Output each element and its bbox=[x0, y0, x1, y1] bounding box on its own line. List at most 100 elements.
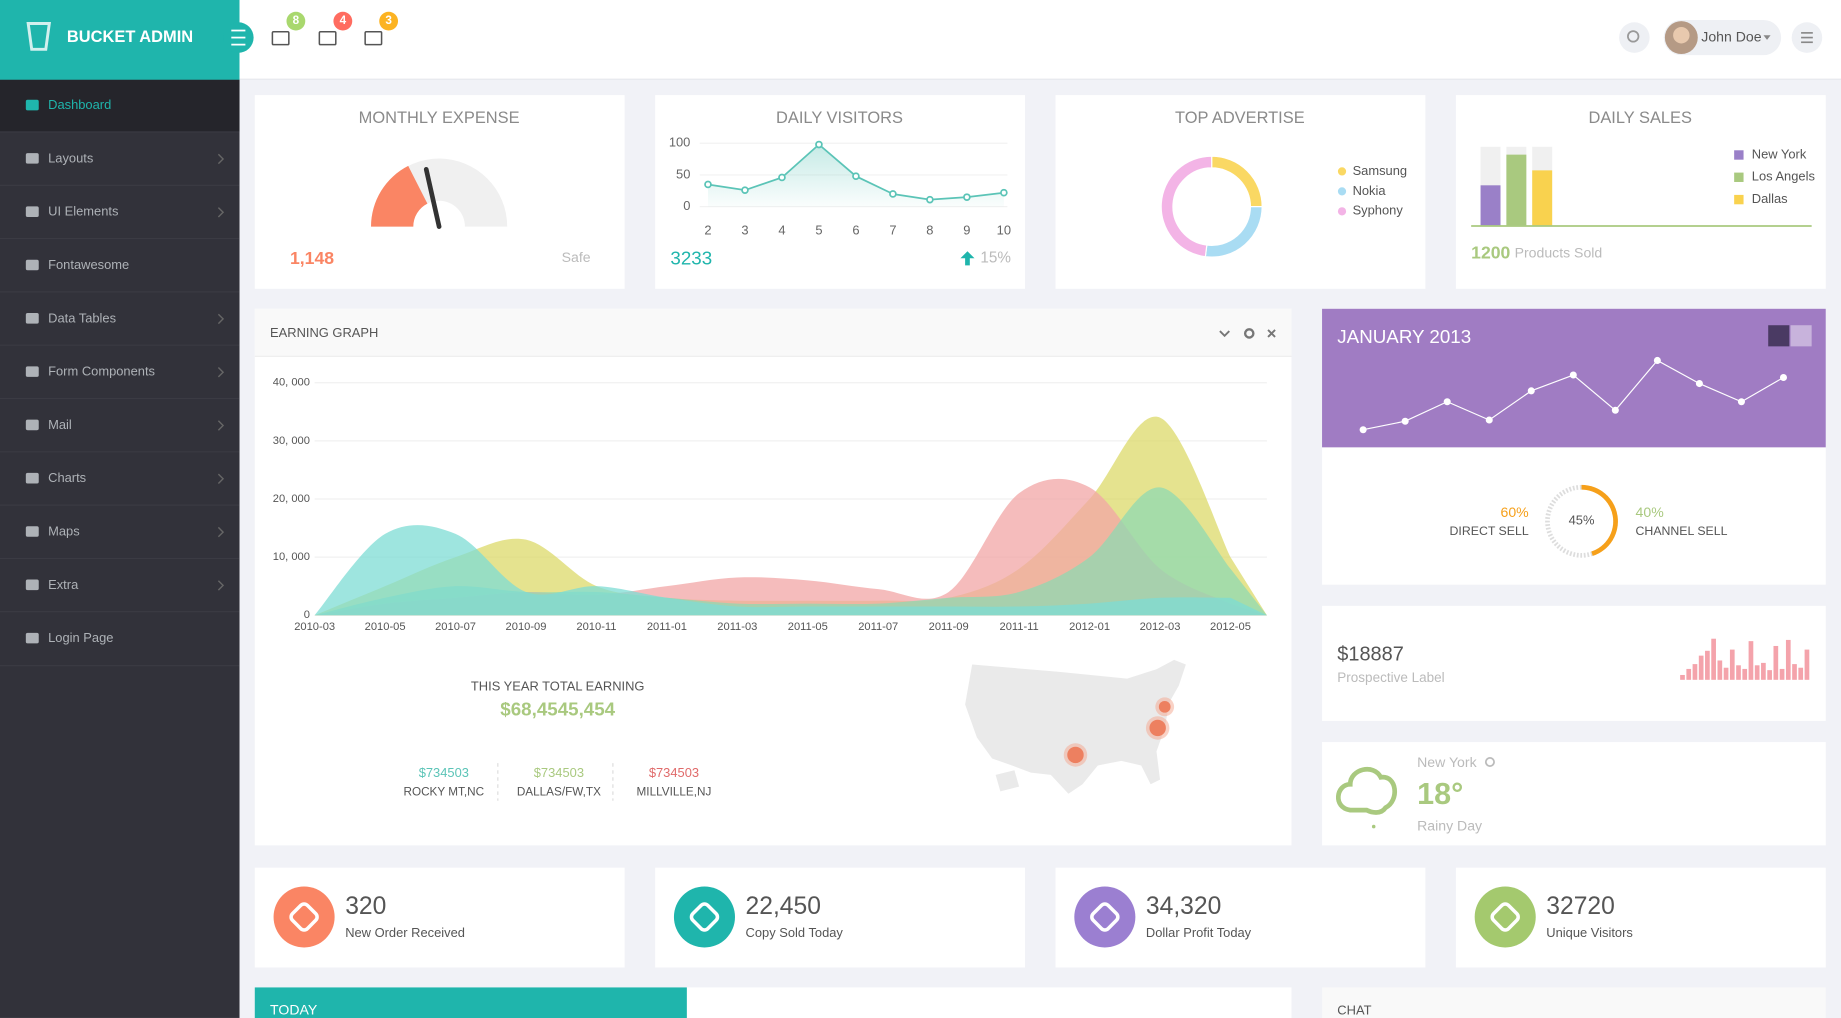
us-map bbox=[965, 659, 1186, 794]
x-tick-label: 2010-03 bbox=[294, 621, 335, 633]
legend-swatch bbox=[1337, 187, 1347, 196]
sidebar-active bbox=[0, 79, 240, 132]
badge bbox=[379, 11, 399, 31]
summary-title: THIS YEAR TOTAL EARNING bbox=[471, 678, 645, 693]
calendar-point bbox=[1611, 406, 1619, 414]
mini-bar bbox=[1692, 664, 1698, 680]
header-icon[interactable] bbox=[364, 30, 383, 46]
x-tick-label: 2011-09 bbox=[929, 621, 969, 633]
chart-toggle[interactable] bbox=[1768, 325, 1790, 347]
rain-drop bbox=[1371, 824, 1376, 829]
legend-swatch bbox=[1337, 207, 1347, 216]
sidebar-label: Fontawesome bbox=[48, 257, 129, 272]
logo-icon bbox=[26, 22, 51, 51]
sidebar-chevron bbox=[217, 580, 225, 591]
x-tick-label: 10 bbox=[997, 223, 1011, 238]
sidebar-chevron bbox=[217, 207, 225, 218]
header-icon[interactable] bbox=[318, 30, 337, 46]
map-dot bbox=[1067, 746, 1084, 764]
visitors-change: 15% bbox=[980, 249, 1011, 266]
mini-bar bbox=[1767, 670, 1772, 680]
calendar-line bbox=[1363, 359, 1784, 431]
sales-total: 1200 bbox=[1471, 242, 1510, 262]
visitors-point bbox=[778, 173, 786, 182]
x-tick-label: 2012-01 bbox=[1069, 621, 1110, 633]
badge-count: 3 bbox=[385, 14, 392, 27]
donut-slice bbox=[1160, 155, 1213, 258]
weather-condition: Rainy Day bbox=[1417, 817, 1483, 833]
panel-title: DAILY VISITORS bbox=[776, 109, 903, 127]
calendar-title: JANUARY 2013 bbox=[1337, 326, 1471, 347]
visitors-point bbox=[963, 193, 971, 201]
legend-label: Los Angels bbox=[1752, 169, 1815, 184]
mini-bar bbox=[1785, 639, 1791, 680]
sidebar-icon bbox=[25, 366, 39, 377]
mini-bar bbox=[1754, 665, 1760, 680]
sidebar-icon bbox=[25, 206, 39, 217]
y-tick-label: 40, 000 bbox=[273, 377, 310, 389]
x-tick-label: 6 bbox=[852, 223, 859, 238]
y-tick-label: 10, 000 bbox=[273, 551, 310, 563]
calendar-point bbox=[1443, 398, 1451, 406]
sidebar-icon bbox=[25, 419, 39, 431]
x-tick-label: 3 bbox=[741, 223, 748, 238]
sidebar-label: Maps bbox=[48, 524, 80, 539]
sidebar-icon bbox=[25, 259, 39, 271]
summary-value: $68,4545,454 bbox=[500, 698, 615, 719]
header-icon[interactable] bbox=[271, 30, 290, 46]
visitors-point bbox=[704, 180, 712, 189]
mini-bar bbox=[1792, 664, 1797, 680]
mini-bar bbox=[1723, 667, 1729, 680]
y-tick-label: 20, 000 bbox=[273, 493, 310, 505]
settings-icon[interactable] bbox=[1243, 328, 1255, 339]
expense-status: Safe bbox=[562, 249, 591, 265]
chart-toggle[interactable] bbox=[1790, 325, 1812, 347]
badge bbox=[286, 11, 306, 31]
mini-bar bbox=[1779, 668, 1785, 680]
collapse-icon[interactable] bbox=[1219, 330, 1230, 338]
stat-icon-bg bbox=[673, 886, 735, 948]
x-tick-label: 2011-05 bbox=[788, 621, 828, 633]
calendar-point bbox=[1527, 387, 1535, 395]
calendar-point bbox=[1569, 371, 1577, 379]
visitors-point bbox=[741, 186, 749, 194]
legend-label: Dallas bbox=[1752, 191, 1788, 206]
bar bbox=[1506, 154, 1527, 226]
stat-icon-bg bbox=[1474, 886, 1536, 948]
search-button[interactable] bbox=[1619, 22, 1650, 53]
weather-temp: 18° bbox=[1417, 777, 1463, 811]
chat-title: CHAT bbox=[1337, 1002, 1371, 1017]
donut-slice bbox=[1204, 206, 1263, 258]
visitors-point bbox=[889, 190, 897, 198]
sidebar-label: Charts bbox=[48, 470, 86, 485]
sidebar-label: Mail bbox=[48, 417, 72, 432]
badge-count: 8 bbox=[293, 14, 300, 27]
weather-city: New York bbox=[1417, 754, 1477, 770]
progress-label: 45% bbox=[1569, 513, 1595, 528]
search-glass bbox=[1627, 30, 1640, 43]
sidebar-label: Layouts bbox=[48, 150, 93, 165]
calendar-point bbox=[1359, 426, 1367, 434]
x-tick-label: 8 bbox=[926, 223, 933, 238]
weather-icon bbox=[1336, 766, 1397, 815]
x-tick-label: 2012-05 bbox=[1210, 621, 1251, 633]
visitors-point bbox=[815, 140, 823, 149]
close-icon[interactable] bbox=[1267, 329, 1276, 338]
mini-bar bbox=[1773, 645, 1779, 680]
gauge-fill bbox=[371, 165, 428, 227]
sales-total-label: Products Sold bbox=[1515, 244, 1603, 260]
x-tick-label: 4 bbox=[778, 223, 785, 238]
sidebar-chevron bbox=[217, 366, 225, 378]
badge-count: 4 bbox=[340, 14, 347, 27]
visitors-total: 3233 bbox=[670, 247, 712, 268]
location-label: ROCKY MT,NC bbox=[403, 786, 484, 799]
location-value: $734503 bbox=[534, 765, 584, 780]
x-tick-label: 2010-05 bbox=[365, 621, 406, 633]
panel-title: MONTHLY EXPENSE bbox=[359, 109, 520, 127]
stat-label: New Order Received bbox=[345, 925, 465, 940]
calendar-point bbox=[1485, 416, 1493, 424]
stat-value: 34,320 bbox=[1146, 893, 1221, 920]
prospective-panel bbox=[1322, 605, 1826, 721]
up-arrow bbox=[960, 251, 975, 266]
user-name: John Doe bbox=[1701, 28, 1761, 44]
